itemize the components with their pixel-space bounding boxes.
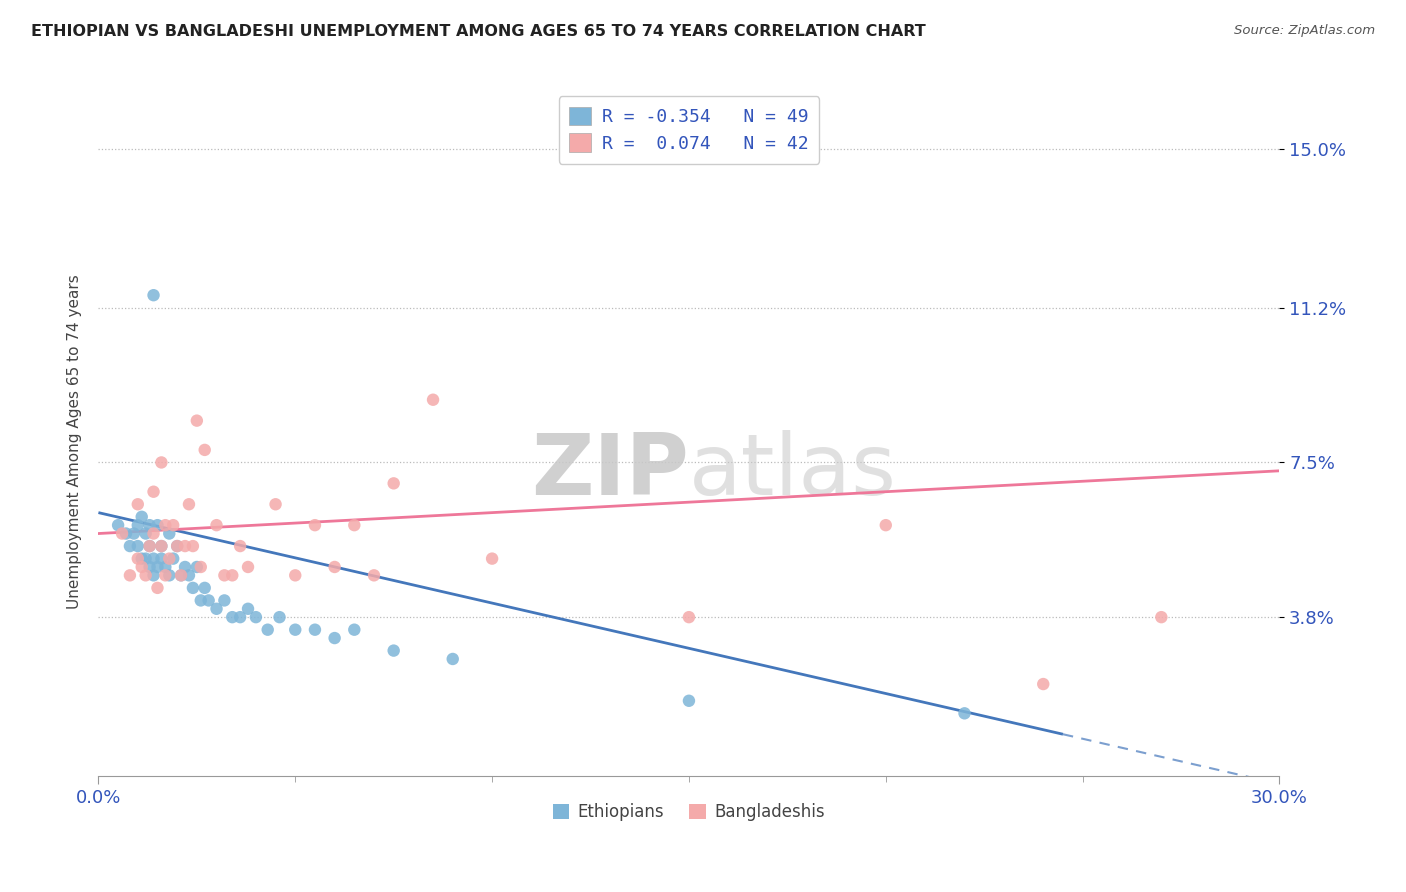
Point <box>146 581 169 595</box>
Point <box>205 601 228 615</box>
Text: ETHIOPIAN VS BANGLADESHI UNEMPLOYMENT AMONG AGES 65 TO 74 YEARS CORRELATION CHAR: ETHIOPIAN VS BANGLADESHI UNEMPLOYMENT AM… <box>31 24 925 39</box>
Point <box>150 539 173 553</box>
Point <box>441 652 464 666</box>
Point <box>162 518 184 533</box>
Point <box>155 568 177 582</box>
Point <box>236 560 259 574</box>
Point <box>118 568 141 582</box>
Point <box>194 581 217 595</box>
Point <box>875 518 897 533</box>
Point <box>236 601 259 615</box>
Point <box>142 526 165 541</box>
Point <box>111 526 134 541</box>
Point <box>135 568 157 582</box>
Point <box>422 392 444 407</box>
Point <box>245 610 267 624</box>
Point <box>181 581 204 595</box>
Point <box>214 568 236 582</box>
Point <box>166 539 188 553</box>
Point <box>174 539 197 553</box>
Point <box>214 593 236 607</box>
Point <box>138 518 160 533</box>
Point <box>186 414 208 428</box>
Point <box>142 568 165 582</box>
Point <box>953 706 976 721</box>
Point <box>138 560 160 574</box>
Point <box>127 539 149 553</box>
Point <box>221 568 243 582</box>
Point <box>150 551 173 566</box>
Point <box>118 539 141 553</box>
Point <box>678 610 700 624</box>
Point <box>142 551 165 566</box>
Y-axis label: Unemployment Among Ages 65 to 74 years: Unemployment Among Ages 65 to 74 years <box>66 274 82 609</box>
Point <box>181 539 204 553</box>
Point <box>155 560 177 574</box>
Point <box>382 643 405 657</box>
Point <box>166 539 188 553</box>
Point <box>162 551 184 566</box>
Point <box>194 442 217 457</box>
Point <box>157 526 180 541</box>
Point <box>138 539 160 553</box>
Point <box>221 610 243 624</box>
Text: ZIP: ZIP <box>531 430 689 513</box>
Point <box>205 518 228 533</box>
Point <box>304 623 326 637</box>
Point <box>323 631 346 645</box>
Point <box>142 484 165 499</box>
Point <box>269 610 291 624</box>
Point <box>174 560 197 574</box>
Point <box>131 560 153 574</box>
Point <box>186 560 208 574</box>
Point <box>127 551 149 566</box>
Point <box>229 610 252 624</box>
Point <box>138 539 160 553</box>
Point <box>190 560 212 574</box>
Point <box>177 568 200 582</box>
Point <box>264 497 287 511</box>
Point <box>135 526 157 541</box>
Point <box>678 694 700 708</box>
Point <box>157 551 180 566</box>
Point <box>155 518 177 533</box>
Point <box>170 568 193 582</box>
Point <box>304 518 326 533</box>
Point <box>343 518 366 533</box>
Text: Source: ZipAtlas.com: Source: ZipAtlas.com <box>1234 24 1375 37</box>
Point <box>177 497 200 511</box>
Point <box>1032 677 1054 691</box>
Point <box>170 568 193 582</box>
Point <box>481 551 503 566</box>
Point <box>127 518 149 533</box>
Point <box>131 551 153 566</box>
Point <box>135 551 157 566</box>
Point <box>131 509 153 524</box>
Point <box>284 568 307 582</box>
Point <box>190 593 212 607</box>
Point <box>343 623 366 637</box>
Point <box>323 560 346 574</box>
Point <box>1150 610 1173 624</box>
Point <box>146 560 169 574</box>
Point <box>284 623 307 637</box>
Point <box>122 526 145 541</box>
Point <box>107 518 129 533</box>
Point <box>363 568 385 582</box>
Point <box>157 568 180 582</box>
Point <box>256 623 278 637</box>
Point <box>127 497 149 511</box>
Point <box>146 518 169 533</box>
Point <box>142 288 165 302</box>
Point <box>382 476 405 491</box>
Point <box>150 455 173 469</box>
Point <box>197 593 219 607</box>
Legend: Ethiopians, Bangladeshis: Ethiopians, Bangladeshis <box>546 797 832 828</box>
Point <box>115 526 138 541</box>
Text: atlas: atlas <box>689 430 897 513</box>
Point <box>229 539 252 553</box>
Point <box>150 539 173 553</box>
